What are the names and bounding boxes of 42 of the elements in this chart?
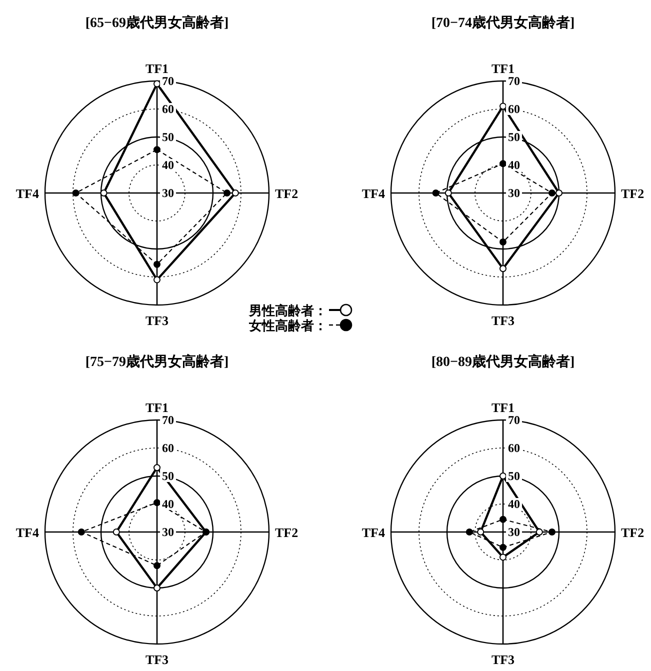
y-tick-label: 50: [162, 130, 174, 144]
spoke-label: TF1: [145, 61, 169, 76]
y-tick-label: 40: [508, 497, 520, 511]
y-tick-label: 70: [162, 413, 174, 427]
chart-title: [80−89歳代男女高齢者]: [431, 353, 575, 370]
y-tick-label: 70: [508, 74, 520, 88]
spoke-label: TF3: [491, 652, 516, 667]
y-tick-label: 30: [508, 525, 520, 539]
spoke-label: TF3: [491, 313, 516, 328]
legend-label: 男性高齢者：: [248, 303, 327, 318]
y-tick-label: 60: [508, 441, 520, 455]
y-tick-label: 70: [508, 413, 520, 427]
y-tick-label: 60: [162, 441, 174, 455]
y-tick-label: 60: [162, 102, 174, 116]
y-tick-label: 30: [508, 186, 520, 200]
y-tick-label: 30: [162, 525, 174, 539]
spoke-label: TF4: [362, 525, 386, 540]
spoke-label: TF1: [145, 400, 169, 415]
spoke-label: TF2: [275, 525, 298, 540]
y-tick-label: 50: [508, 469, 520, 483]
spoke-label: TF2: [621, 186, 644, 201]
y-tick-label: 40: [162, 497, 174, 511]
spoke-label: TF4: [16, 186, 40, 201]
y-tick-label: 70: [162, 74, 174, 88]
spoke-label: TF4: [362, 186, 386, 201]
chart-title: [75−79歳代男女高齢者]: [85, 353, 229, 370]
spoke-label: TF4: [16, 525, 40, 540]
y-tick-label: 50: [162, 469, 174, 483]
legend-label: 女性高齢者：: [248, 318, 327, 333]
y-tick-label: 30: [162, 186, 174, 200]
spoke-label: TF1: [491, 61, 515, 76]
chart-title: [65−69歳代男女高齢者]: [85, 14, 229, 31]
y-tick-label: 40: [162, 158, 174, 172]
chart-title: [70−74歳代男女高齢者]: [431, 14, 575, 31]
spoke-label: TF2: [621, 525, 644, 540]
spoke-label: TF1: [491, 400, 515, 415]
y-tick-label: 60: [508, 102, 520, 116]
y-tick-label: 40: [508, 158, 520, 172]
spoke-label: TF3: [145, 652, 170, 667]
spoke-label: TF2: [275, 186, 298, 201]
y-tick-label: 50: [508, 130, 520, 144]
spoke-label: TF3: [145, 313, 170, 328]
